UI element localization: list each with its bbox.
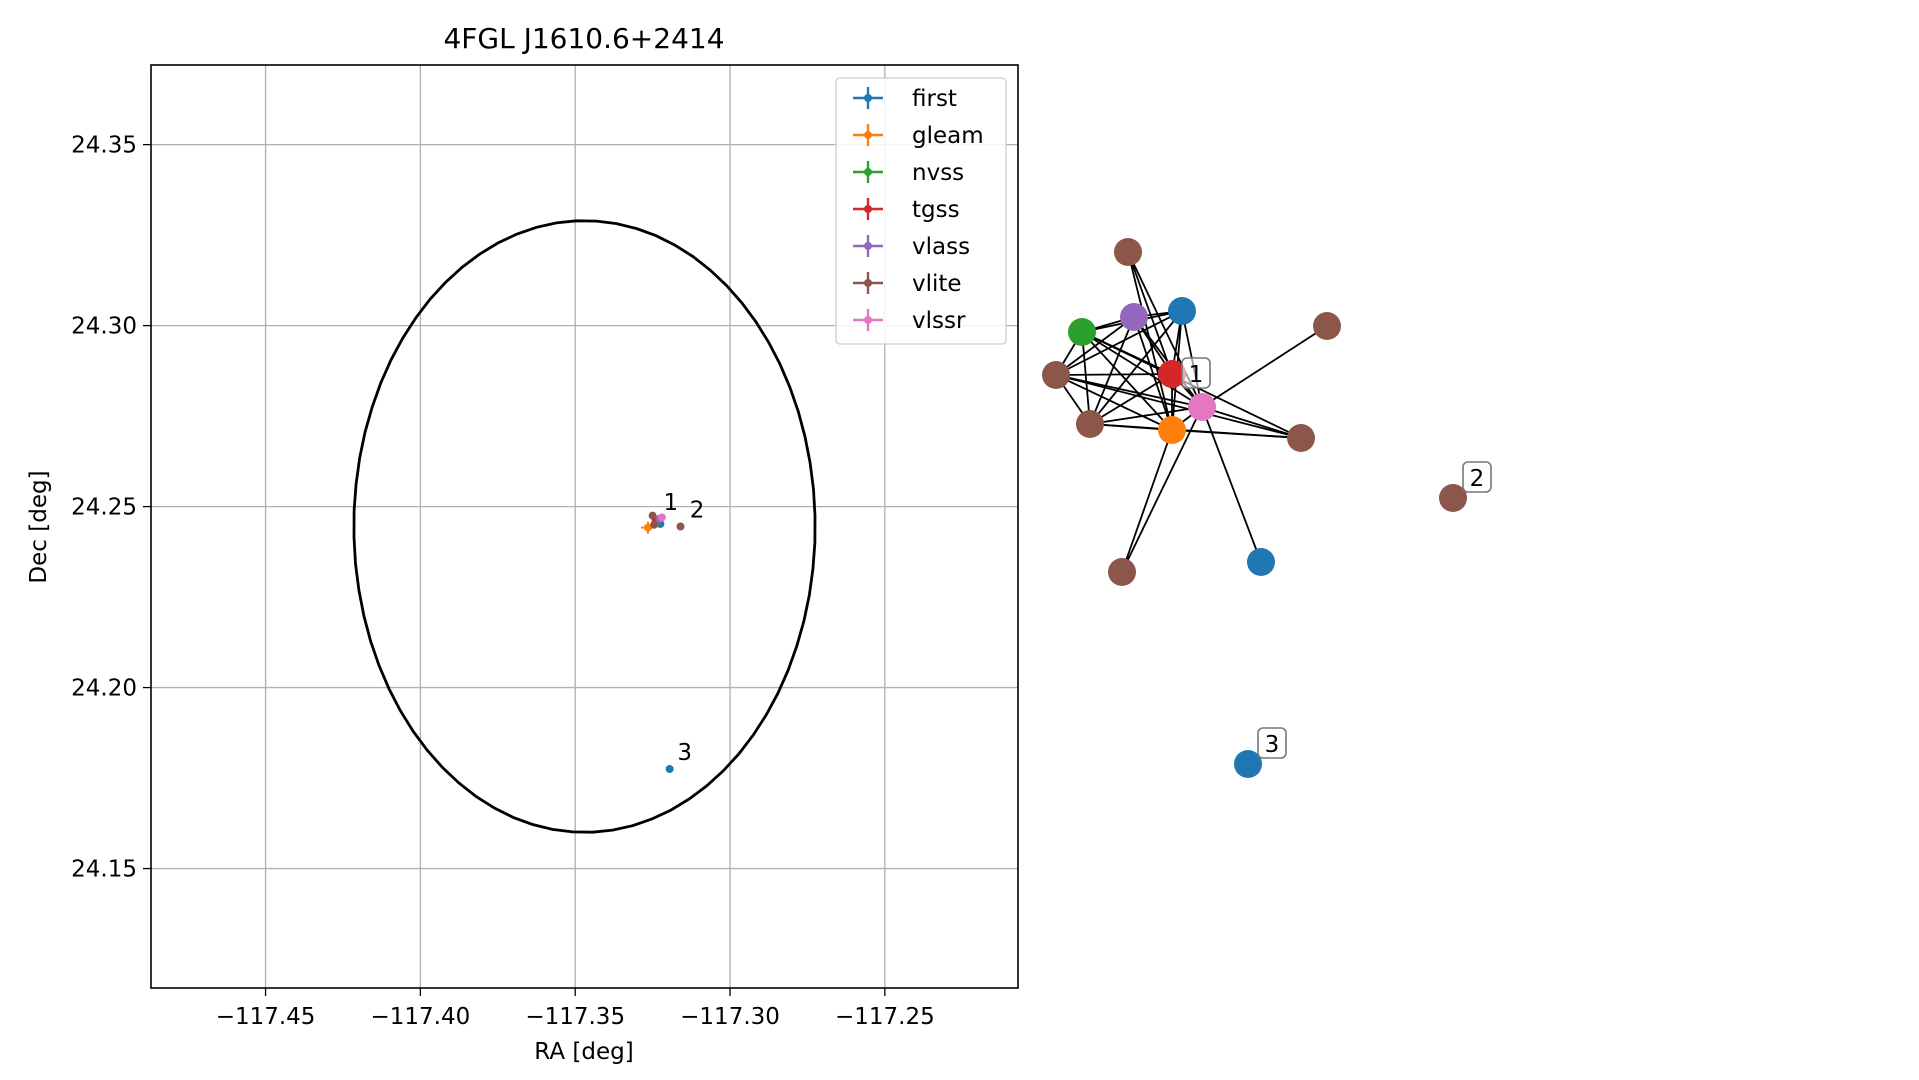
- graph-node-first: [1234, 750, 1262, 778]
- legend-label: vlite: [912, 271, 962, 297]
- point-vlssr: [657, 513, 666, 522]
- legend-marker-dot: [864, 279, 872, 287]
- graph-edge: [1055, 310, 1183, 376]
- graph-edge: [1089, 316, 1135, 425]
- graph-edge: [1089, 373, 1173, 425]
- graph-node-tgss: [1158, 360, 1186, 388]
- sky-position-plot: 1 2 3 −117.45 −117.40 −117.35 −117.30 −117.25 2…: [26, 22, 1019, 1065]
- x-axis-label: RA [deg]: [534, 1039, 633, 1065]
- graph-edge: [1171, 429, 1302, 439]
- axes-frame: [150, 64, 1019, 989]
- legend-marker-dot: [864, 205, 872, 213]
- graph-edge: [1089, 406, 1203, 425]
- legend-marker-dot: [864, 168, 872, 176]
- legend-item-vlite: vlite: [853, 271, 962, 297]
- graph-node-vlite: [1114, 238, 1142, 266]
- graph-labels: 1 2 3: [1181, 357, 1492, 759]
- legend-marker-dot: [864, 242, 872, 250]
- point-annotation: 2: [690, 497, 705, 523]
- legend-label: vlssr: [912, 308, 966, 334]
- legend-item-vlssr: vlssr: [853, 308, 966, 334]
- graph-node-label: 1: [1181, 357, 1211, 389]
- legend-label: gleam: [912, 123, 984, 149]
- graph-edge: [1089, 310, 1183, 425]
- graph-edge: [1201, 325, 1328, 408]
- graph-node-label: 2: [1462, 461, 1492, 493]
- source-association-graph: 1 2 3: [1042, 238, 1492, 778]
- graph-node-vlite: [1439, 484, 1467, 512]
- graph-edge: [1081, 331, 1091, 425]
- point-gleam: [643, 523, 652, 532]
- graph-edge: [1081, 331, 1203, 408]
- legend-label: nvss: [912, 160, 964, 186]
- legend: first gleam nvss tgss vlass vlite vlssr: [835, 77, 1007, 345]
- point-vlite: [650, 520, 659, 529]
- graph-edge: [1127, 251, 1173, 375]
- y-tick-label: 24.20: [71, 676, 137, 702]
- graph-node-vlite: [1076, 410, 1104, 438]
- y-tick-label: 24.15: [71, 857, 137, 883]
- legend-label: tgss: [912, 197, 960, 223]
- x-tick-label: −117.35: [525, 1004, 625, 1030]
- graph-node-vlssr: [1188, 393, 1216, 421]
- graph-label-text: 2: [1470, 466, 1485, 492]
- graph-edge: [1121, 406, 1203, 573]
- graph-label-box: [1462, 461, 1492, 493]
- y-tick-label: 24.25: [71, 495, 137, 521]
- legend-box: [835, 77, 1007, 345]
- graph-node-nvss: [1068, 318, 1096, 346]
- graph-edge: [1055, 374, 1173, 431]
- graph-label-text: 3: [1265, 732, 1280, 758]
- point-annotations: 1 2 3: [663, 490, 704, 766]
- legend-label: vlass: [912, 234, 970, 260]
- uncertainty-ellipse: [352, 219, 817, 834]
- y-tick-label: 24.30: [71, 314, 137, 340]
- graph-node-vlass: [1120, 303, 1148, 331]
- point-vlite: [648, 511, 657, 520]
- point-first: [665, 765, 674, 774]
- x-tick-label: −117.30: [680, 1004, 780, 1030]
- graph-nodes: [1042, 238, 1467, 778]
- legend-item-tgss: tgss: [853, 197, 960, 223]
- chart-title: 4FGL J1610.6+2414: [443, 22, 724, 55]
- y-tick-label: 24.35: [71, 133, 137, 159]
- point-annotation: 1: [663, 490, 678, 516]
- legend-item-nvss: nvss: [853, 160, 964, 186]
- point-vlite: [676, 522, 685, 531]
- legend-item-vlass: vlass: [853, 234, 970, 260]
- error-ellipse: [352, 219, 817, 834]
- y-axis-label: Dec [deg]: [26, 470, 52, 583]
- graph-node-vlite: [1287, 424, 1315, 452]
- graph-node-vlite: [1108, 558, 1136, 586]
- graph-edge: [1055, 373, 1173, 376]
- legend-marker-dot: [864, 316, 872, 324]
- legend-marker-dot: [864, 94, 872, 102]
- legend-label: first: [912, 86, 957, 112]
- graph-edge: [1201, 406, 1262, 563]
- graph-edge: [1121, 429, 1173, 573]
- graph-node-vlite: [1042, 361, 1070, 389]
- graph-node-first: [1247, 548, 1275, 576]
- x-tick-label: −117.40: [371, 1004, 471, 1030]
- graph-label-text: 1: [1189, 362, 1204, 388]
- graph-edge: [1055, 374, 1302, 439]
- legend-marker-dot: [864, 131, 872, 139]
- graph-node-label: 3: [1257, 727, 1287, 759]
- graph-edge: [1201, 406, 1302, 439]
- graph-label-box: [1181, 357, 1211, 389]
- point-annotation: 3: [677, 740, 692, 766]
- graph-label-box: [1257, 727, 1287, 759]
- axis-ticks: −117.45 −117.40 −117.35 −117.30 −117.25 24.15…: [71, 133, 935, 1030]
- graph-node-gleam: [1158, 416, 1186, 444]
- x-tick-label: −117.45: [216, 1004, 316, 1030]
- graph-node-vlite: [1313, 312, 1341, 340]
- legend-item-gleam: gleam: [853, 123, 984, 149]
- source-points: [640, 511, 685, 774]
- legend-item-first: first: [853, 86, 957, 112]
- x-tick-label: −117.25: [835, 1004, 935, 1030]
- graph-node-first: [1168, 297, 1196, 325]
